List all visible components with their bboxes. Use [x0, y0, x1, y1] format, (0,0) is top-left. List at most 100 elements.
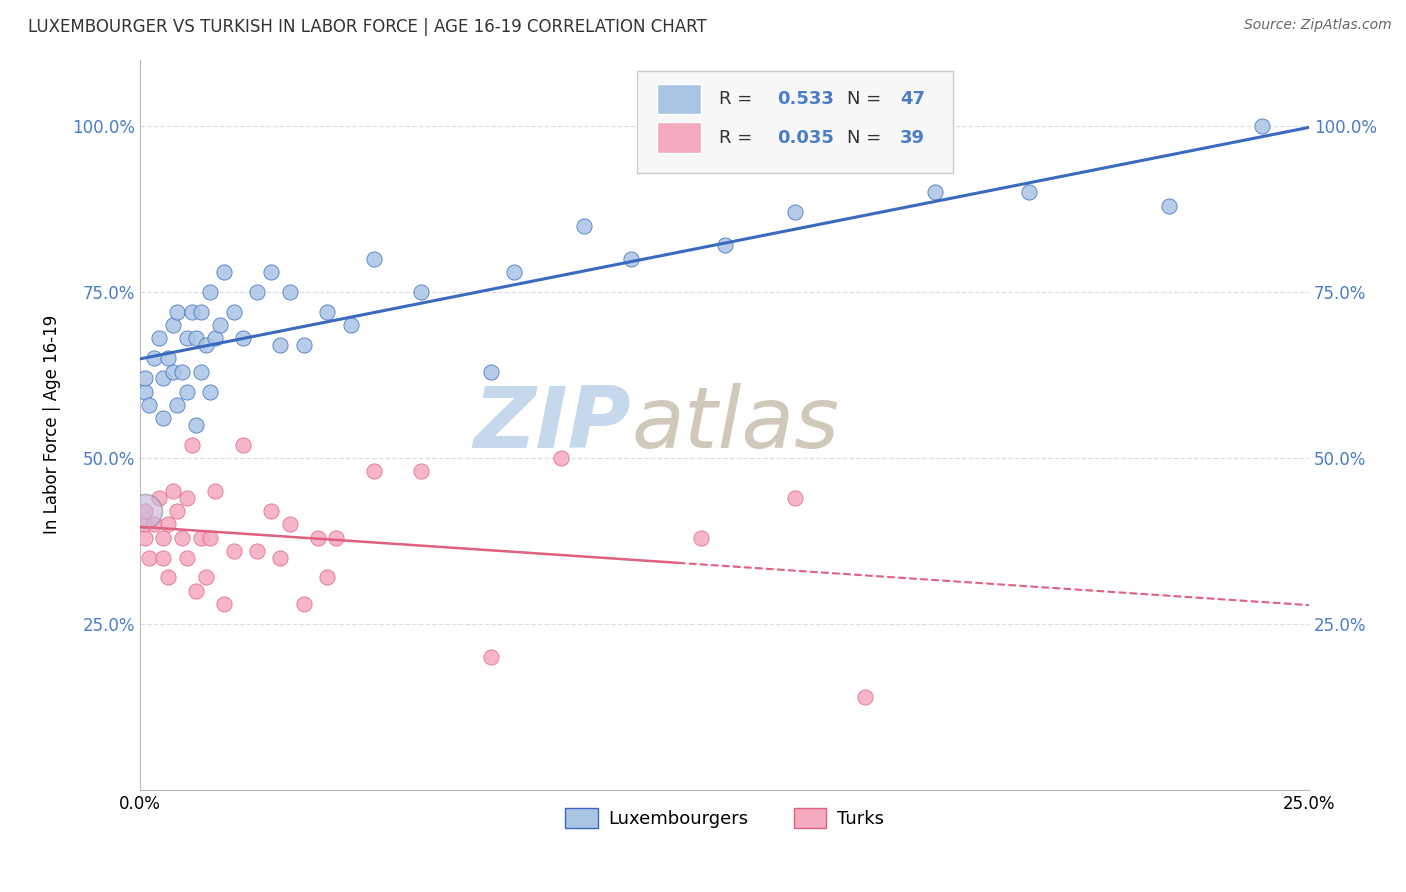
- Point: [134, 384, 156, 399]
- Point: [363, 464, 385, 478]
- Point: [166, 305, 188, 319]
- Point: [176, 384, 198, 399]
- Point: [138, 398, 160, 412]
- Point: [134, 504, 156, 518]
- Point: [260, 265, 283, 279]
- Point: [152, 550, 174, 565]
- Point: [1157, 199, 1180, 213]
- Text: ZIP: ZIP: [474, 384, 631, 467]
- Point: [260, 504, 283, 518]
- FancyBboxPatch shape: [657, 122, 702, 153]
- Point: [134, 531, 156, 545]
- Text: 0.035: 0.035: [778, 129, 834, 147]
- Point: [246, 285, 269, 299]
- Point: [200, 384, 222, 399]
- FancyBboxPatch shape: [637, 70, 952, 173]
- Point: [143, 351, 166, 366]
- Point: [194, 570, 217, 584]
- Point: [292, 597, 315, 611]
- Point: [620, 252, 643, 266]
- Point: [157, 351, 180, 366]
- Point: [172, 365, 194, 379]
- Point: [503, 265, 526, 279]
- Point: [214, 265, 236, 279]
- Point: [713, 238, 735, 252]
- Point: [186, 583, 208, 598]
- Point: [204, 331, 226, 345]
- Point: [180, 438, 202, 452]
- Point: [363, 252, 385, 266]
- Text: Source: ZipAtlas.com: Source: ZipAtlas.com: [1244, 18, 1392, 32]
- Point: [138, 550, 160, 565]
- Point: [269, 338, 291, 352]
- Text: N =: N =: [848, 129, 887, 147]
- Point: [1251, 119, 1274, 133]
- Point: [316, 570, 339, 584]
- Point: [924, 186, 946, 200]
- Text: 39: 39: [900, 129, 925, 147]
- Point: [152, 531, 174, 545]
- Point: [409, 285, 432, 299]
- Point: [176, 491, 198, 505]
- Point: [176, 331, 198, 345]
- Text: R =: R =: [718, 129, 758, 147]
- Point: [190, 305, 212, 319]
- Point: [232, 331, 254, 345]
- Point: [180, 305, 202, 319]
- Point: [162, 318, 184, 333]
- Point: [190, 531, 212, 545]
- Point: [246, 544, 269, 558]
- Point: [204, 484, 226, 499]
- Point: [208, 318, 231, 333]
- Point: [550, 450, 572, 465]
- Point: [690, 531, 713, 545]
- Text: 47: 47: [900, 90, 925, 108]
- Point: [479, 650, 502, 665]
- Point: [162, 365, 184, 379]
- Point: [152, 371, 174, 385]
- Point: [409, 464, 432, 478]
- Point: [148, 491, 170, 505]
- Legend: Luxembourgers, Turks: Luxembourgers, Turks: [558, 800, 891, 836]
- Point: [307, 531, 329, 545]
- Point: [222, 544, 245, 558]
- Point: [339, 318, 361, 333]
- Point: [143, 517, 166, 532]
- Point: [148, 331, 170, 345]
- Point: [157, 570, 180, 584]
- Point: [176, 550, 198, 565]
- Point: [162, 484, 184, 499]
- FancyBboxPatch shape: [657, 84, 702, 114]
- Point: [232, 438, 254, 452]
- Point: [172, 531, 194, 545]
- Point: [783, 491, 806, 505]
- Point: [325, 531, 347, 545]
- Y-axis label: In Labor Force | Age 16-19: In Labor Force | Age 16-19: [44, 315, 60, 534]
- Point: [186, 331, 208, 345]
- Text: atlas: atlas: [631, 384, 839, 467]
- Point: [783, 205, 806, 219]
- Point: [200, 531, 222, 545]
- Point: [134, 517, 156, 532]
- Point: [574, 219, 596, 233]
- Point: [1018, 186, 1040, 200]
- Text: 0.533: 0.533: [778, 90, 834, 108]
- Text: LUXEMBOURGER VS TURKISH IN LABOR FORCE | AGE 16-19 CORRELATION CHART: LUXEMBOURGER VS TURKISH IN LABOR FORCE |…: [28, 18, 707, 36]
- Point: [853, 690, 876, 704]
- Point: [166, 398, 188, 412]
- Point: [214, 597, 236, 611]
- Point: [134, 371, 156, 385]
- Point: [166, 504, 188, 518]
- Text: R =: R =: [718, 90, 758, 108]
- Point: [190, 365, 212, 379]
- Point: [152, 411, 174, 425]
- Point: [186, 417, 208, 432]
- Point: [479, 365, 502, 379]
- Point: [222, 305, 245, 319]
- Point: [292, 338, 315, 352]
- Point: [278, 517, 301, 532]
- Text: N =: N =: [848, 90, 887, 108]
- Point: [134, 504, 156, 518]
- Point: [278, 285, 301, 299]
- Point: [194, 338, 217, 352]
